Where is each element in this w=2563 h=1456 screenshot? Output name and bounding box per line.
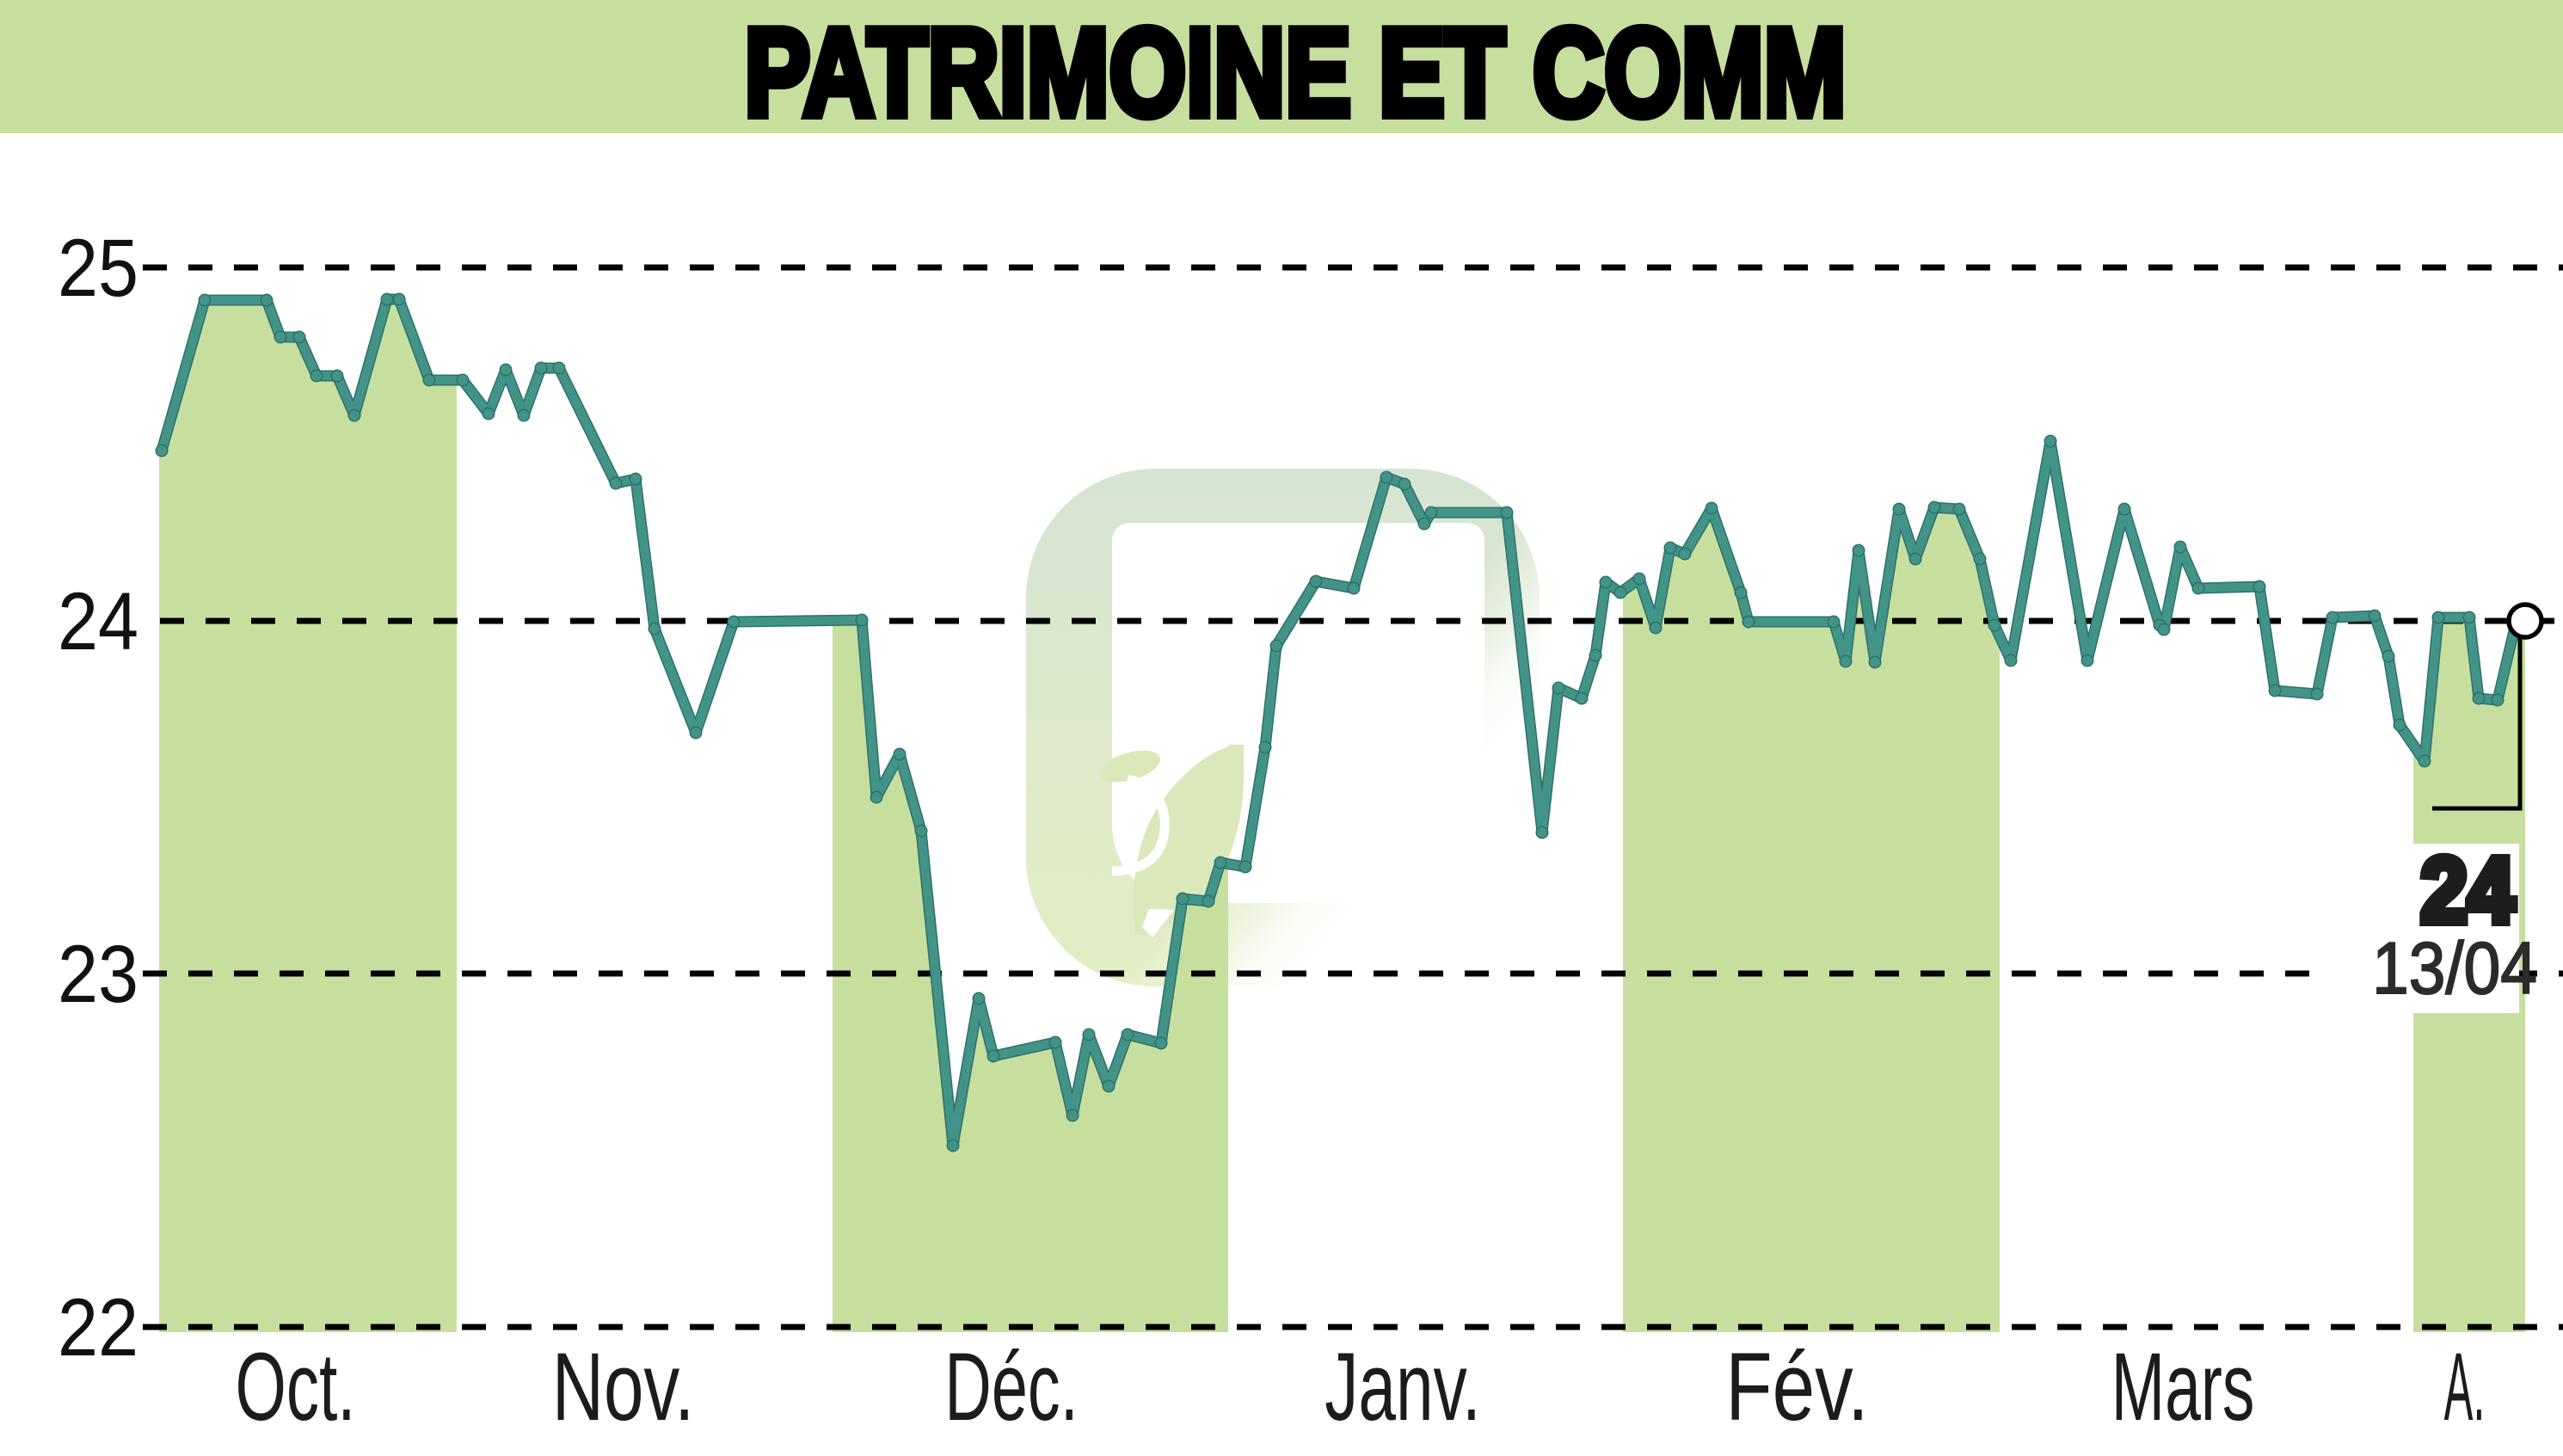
svg-text:Nov.: Nov. (552, 1333, 695, 1441)
svg-text:PATRIMOINE ET COMM: PATRIMOINE ET COMM (744, 2, 1846, 142)
svg-text:Fév.: Fév. (1725, 1333, 1869, 1441)
svg-text:A.: A. (2444, 1333, 2486, 1441)
svg-text:25: 25 (58, 223, 138, 314)
svg-text:24: 24 (2420, 839, 2514, 942)
svg-text:13/04: 13/04 (2372, 928, 2537, 1010)
svg-text:Oct.: Oct. (235, 1334, 355, 1441)
svg-text:Janv.: Janv. (1325, 1333, 1481, 1441)
svg-text:24: 24 (58, 576, 138, 667)
svg-text:Mars: Mars (2111, 1334, 2255, 1441)
svg-text:22: 22 (58, 1282, 138, 1373)
svg-text:Déc.: Déc. (944, 1334, 1078, 1441)
svg-text:23: 23 (58, 929, 138, 1020)
